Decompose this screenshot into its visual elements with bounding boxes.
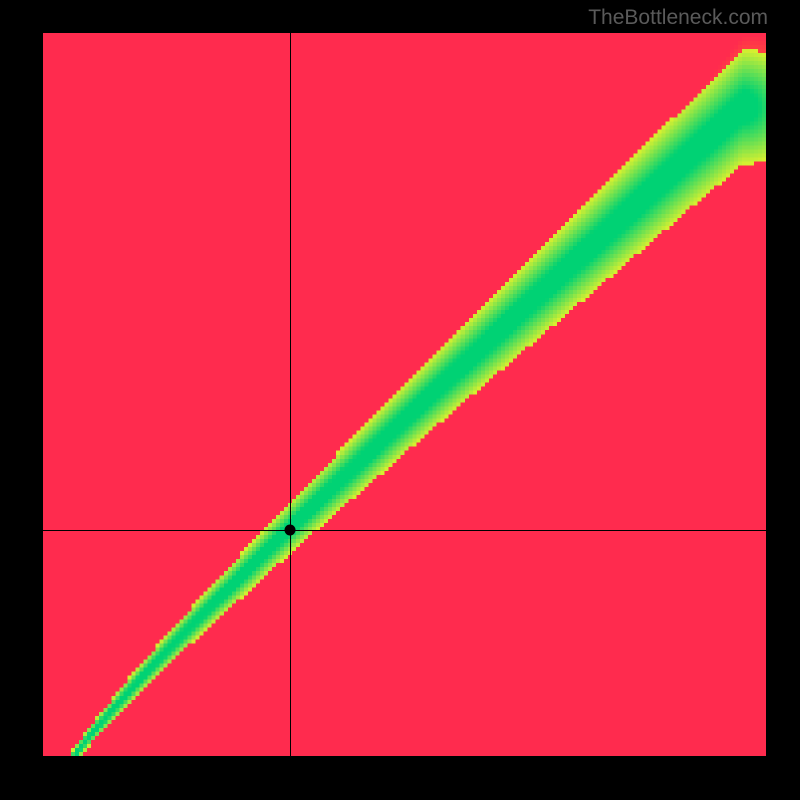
selection-marker xyxy=(285,525,296,536)
crosshair-horizontal xyxy=(43,530,766,531)
crosshair-vertical xyxy=(290,33,291,756)
attribution-text: TheBottleneck.com xyxy=(588,6,768,30)
plot-area xyxy=(43,33,766,756)
heatmap-canvas xyxy=(43,33,766,756)
